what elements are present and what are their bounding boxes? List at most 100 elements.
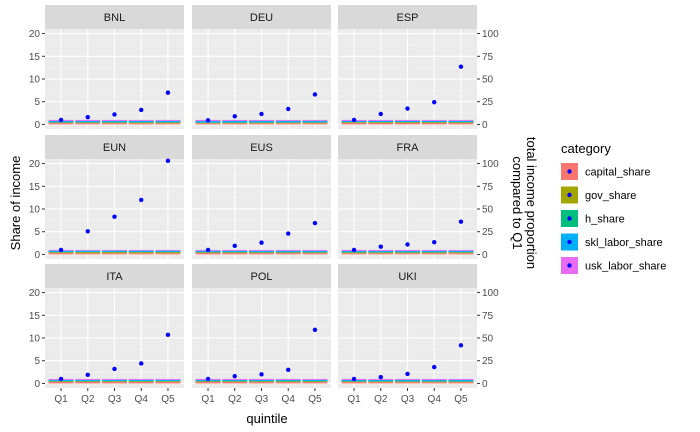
stacked-bar-q4 — [275, 378, 301, 384]
facet-panel-eus: EUS — [192, 135, 331, 259]
stacked-bar-q4 — [128, 119, 154, 125]
bar-segment-usk-labor-share — [368, 119, 394, 121]
right-y-axis-title-line-2: compared to Q1 — [510, 156, 525, 249]
stacked-bar-q5 — [448, 378, 474, 384]
data-point — [378, 374, 383, 380]
bar-segment-gov-share — [155, 381, 181, 382]
facet-strip — [45, 135, 184, 159]
x-axis-tick-label: Q1 — [201, 394, 215, 405]
bar-segment-usk-labor-share — [368, 378, 394, 380]
bar-segment-skl-labor-share — [222, 121, 248, 123]
stacked-bar-q3 — [248, 249, 275, 255]
legend-item-capital-share: capital_share — [561, 163, 650, 180]
data-point — [458, 64, 464, 69]
bar-segment-gov-share — [128, 381, 154, 382]
bar-segment-usk-labor-share — [275, 378, 301, 380]
x-axis-tick-label: Q5 — [454, 394, 468, 405]
facet-panel-fra: FRA — [338, 135, 477, 259]
right-y-axis: 0 25 50 75 100 0 25 50 75 100 0 25 50 75 100 — [477, 29, 499, 390]
x-axis-tick-label: Q3 — [401, 394, 415, 405]
bar-segment-capital-share — [128, 253, 154, 255]
x-axis-tick-label: Q1 — [347, 394, 361, 405]
bar-segment-gov-share — [75, 252, 101, 254]
bar-segment-gov-share — [275, 122, 301, 124]
facet-strip-label: DEU — [250, 12, 273, 24]
bar-segment-usk-labor-share — [302, 378, 328, 380]
bar-segment-capital-share — [101, 123, 128, 125]
bar-segment-usk-labor-share — [275, 249, 301, 251]
bar-segment-capital-share — [155, 381, 181, 384]
bar-segment-skl-labor-share — [101, 120, 128, 123]
stacked-bar-q2 — [368, 119, 394, 125]
bar-segment-capital-share — [128, 381, 154, 384]
data-point — [378, 244, 383, 249]
right-axis-tick-label: 25 — [482, 356, 494, 367]
data-point — [139, 361, 144, 366]
legend-label: h_share — [585, 214, 625, 226]
bar-segment-gov-share — [448, 252, 474, 254]
bar-segment-usk-labor-share — [448, 249, 474, 251]
bar-segment-capital-share — [48, 253, 74, 255]
stacked-bar-q3 — [101, 249, 128, 255]
bar-segment-skl-labor-share — [448, 379, 474, 382]
bar-segment-skl-labor-share — [275, 120, 301, 123]
data-point — [405, 106, 410, 111]
bar-segment-capital-share — [75, 123, 101, 125]
bar-segment-skl-labor-share — [421, 379, 447, 382]
left-axis-tick-label: 15 — [29, 52, 41, 63]
bar-segment-capital-share — [101, 253, 128, 255]
stacked-bar-q5 — [155, 378, 181, 384]
left-axis-tick-label: 20 — [29, 159, 41, 170]
bar-segment-gov-share — [394, 252, 421, 254]
left-axis-tick-label: 0 — [34, 379, 40, 390]
bar-segment-capital-share — [448, 253, 474, 255]
bar-segment-usk-labor-share — [448, 119, 474, 121]
legend-label: skl_labor_share — [585, 237, 663, 249]
left-axis-tick-label: 0 — [34, 120, 40, 131]
bar-segment-usk-labor-share — [128, 378, 154, 380]
bar-segment-skl-labor-share — [155, 120, 181, 123]
bar-segment-usk-labor-share — [248, 378, 275, 380]
legend: category capital_share gov_share h_sharesk… — [561, 141, 666, 274]
bar-segment-usk-labor-share — [394, 119, 421, 121]
stacked-bar-q5 — [302, 249, 328, 255]
bar-segment-capital-share — [368, 382, 394, 384]
bar-segment-skl-labor-share — [302, 250, 328, 253]
bar-segment-gov-share — [101, 122, 128, 124]
data-point — [405, 242, 410, 247]
bar-segment-skl-labor-share — [302, 379, 328, 382]
facet-strip-label: FRA — [397, 142, 420, 154]
bar-segment-usk-labor-share — [448, 378, 474, 380]
bar-segment-usk-labor-share — [394, 378, 421, 380]
left-axis-tick-label: 20 — [29, 288, 41, 299]
bar-segment-gov-share — [222, 381, 248, 383]
bar-segment-usk-labor-share — [394, 249, 421, 251]
x-axis-tick-label: Q4 — [428, 394, 442, 405]
bar-segment-skl-labor-share — [222, 379, 248, 382]
bar-segment-skl-labor-share — [394, 250, 421, 253]
facet-panel-bnl: BNL — [45, 5, 184, 129]
data-point — [165, 90, 171, 95]
legend-point — [567, 239, 572, 245]
bar-segment-capital-share — [421, 123, 447, 125]
legend-label: capital_share — [585, 167, 650, 179]
facet-strip-label: ESP — [396, 12, 418, 24]
stacked-bar-q5 — [302, 378, 328, 384]
stacked-bar-q2 — [222, 378, 248, 384]
stacked-bar-q3 — [101, 378, 128, 384]
data-point — [432, 99, 437, 105]
bar-segment-usk-labor-share — [248, 119, 275, 121]
bar-segment-usk-labor-share — [421, 249, 447, 251]
data-point — [259, 111, 264, 117]
bar-segment-usk-labor-share — [275, 119, 301, 121]
bar-segment-gov-share — [341, 122, 367, 123]
data-point — [112, 112, 117, 117]
bar-segment-capital-share — [222, 382, 248, 384]
facet-strip-label: EUN — [103, 142, 126, 154]
legend-item-gov-share: gov_share — [561, 186, 636, 204]
data-point — [378, 111, 383, 117]
bar-segment-gov-share — [368, 122, 394, 123]
x-axis-tick-label: Q1 — [54, 394, 68, 405]
bar-segment-skl-labor-share — [128, 250, 154, 252]
